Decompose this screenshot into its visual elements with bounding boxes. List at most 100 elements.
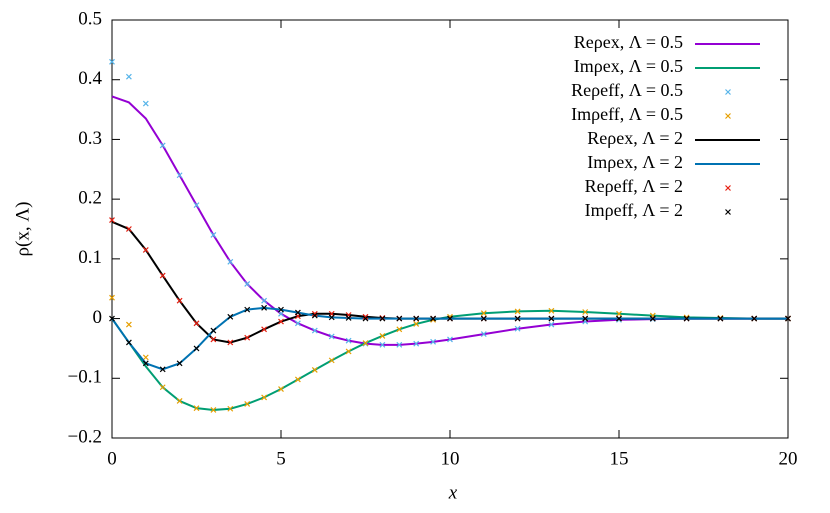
- x-tick-label: 0: [107, 448, 117, 469]
- point-marker: [616, 315, 622, 322]
- point-marker: [244, 281, 251, 287]
- legend-label: Reρex, Λ = 0.5: [574, 32, 683, 52]
- point-marker: [345, 337, 352, 344]
- legend-label: Imρex, Λ = 0.5: [574, 56, 683, 76]
- point-marker: [548, 321, 555, 328]
- point-marker: [109, 217, 115, 223]
- point-marker: [227, 258, 234, 265]
- point-marker: [125, 339, 132, 346]
- point-marker: [210, 407, 217, 413]
- point-marker: [379, 341, 386, 348]
- point-marker: [311, 312, 318, 319]
- point-marker: [109, 315, 115, 322]
- y-tick-label: 0.4: [78, 68, 102, 89]
- point-marker: [311, 310, 318, 317]
- x-axis-label: x: [448, 482, 458, 503]
- point-marker: [159, 272, 166, 279]
- point-marker: [328, 357, 335, 364]
- legend-label: Reρex, Λ = 2: [587, 128, 683, 148]
- legend-label: Imρex, Λ = 2: [587, 152, 683, 172]
- point-marker: [447, 315, 453, 322]
- x-tick-label: 15: [610, 448, 629, 469]
- point-marker: [261, 304, 268, 311]
- point-marker: [227, 339, 234, 346]
- point-marker: [413, 340, 420, 347]
- point-marker: [294, 376, 301, 383]
- point-marker: [430, 315, 437, 322]
- point-marker: [210, 327, 217, 334]
- point-marker: [396, 341, 403, 348]
- point-marker: [548, 307, 555, 314]
- legend-swatch: [725, 185, 731, 191]
- legend-label: Imρeff, Λ = 2: [585, 200, 683, 220]
- point-marker: [159, 384, 166, 391]
- point-marker: [785, 315, 791, 322]
- point-marker: [751, 315, 758, 322]
- point-marker: [294, 320, 301, 327]
- point-marker: [142, 100, 149, 107]
- y-axis-label: ρ(x, Λ): [12, 202, 33, 257]
- legend-swatch: [725, 113, 731, 119]
- legend-swatch: [725, 89, 731, 95]
- point-marker: [362, 340, 369, 346]
- point-marker: [244, 306, 251, 313]
- point-marker: [379, 315, 386, 322]
- point-marker: [345, 315, 352, 321]
- point-marker: [261, 326, 268, 333]
- point-marker: [244, 334, 251, 341]
- point-marker: [142, 246, 149, 253]
- point-marker: [142, 354, 149, 361]
- point-marker: [311, 327, 318, 334]
- y-tick-label: 0.5: [78, 8, 102, 29]
- y-tick-label: 0.2: [78, 188, 102, 209]
- point-marker: [362, 315, 369, 322]
- point-marker: [548, 315, 555, 322]
- point-marker: [294, 309, 301, 316]
- point-marker: [480, 310, 487, 317]
- point-marker: [616, 310, 622, 317]
- point-marker: [227, 313, 234, 320]
- point-marker: [193, 202, 200, 209]
- point-marker: [125, 321, 132, 328]
- point-marker: [413, 315, 420, 322]
- y-tick-label: 0.1: [78, 247, 102, 268]
- point-marker: [278, 318, 284, 325]
- x-tick-label: 5: [276, 448, 286, 469]
- point-marker: [261, 297, 268, 304]
- y-tick-label: −0.2: [68, 426, 102, 447]
- point-marker: [278, 306, 284, 313]
- point-marker: [159, 142, 166, 149]
- point-marker: [210, 336, 217, 343]
- point-marker: [328, 333, 335, 340]
- point-marker: [396, 326, 403, 333]
- point-marker: [514, 315, 521, 322]
- point-marker: [396, 315, 403, 322]
- point-marker: [159, 366, 166, 373]
- plot-frame: [111, 19, 789, 439]
- point-marker: [362, 313, 369, 320]
- x-tick-label: 10: [441, 448, 460, 469]
- point-marker: [514, 325, 521, 332]
- point-marker: [227, 405, 234, 412]
- point-marker: [447, 336, 453, 343]
- point-marker: [430, 338, 437, 345]
- legend-swatch: [725, 209, 731, 215]
- point-marker: [480, 331, 487, 338]
- point-marker: [109, 294, 115, 301]
- point-marker: [379, 332, 386, 339]
- point-marker: [125, 226, 132, 232]
- point-marker: [514, 308, 521, 315]
- point-marker: [193, 405, 200, 412]
- point-marker: [683, 315, 690, 322]
- point-marker: [582, 309, 589, 315]
- point-marker: [176, 297, 183, 304]
- point-marker: [210, 232, 217, 238]
- x-tick-label: 20: [779, 448, 798, 469]
- point-marker: [176, 398, 183, 404]
- point-marker: [717, 315, 724, 322]
- point-marker: [278, 386, 284, 392]
- point-marker: [582, 315, 589, 322]
- series-line: [111, 95, 788, 346]
- series-line: [111, 309, 788, 411]
